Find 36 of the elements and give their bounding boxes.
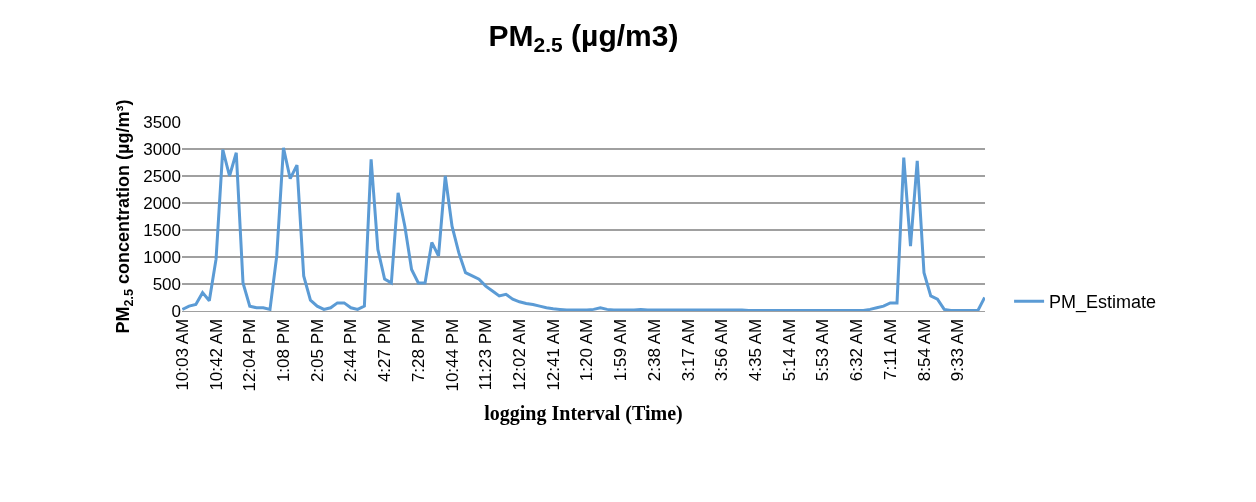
x-tick-label: 1:20 AM	[577, 318, 597, 382]
line-series	[182, 146, 985, 311]
x-tick-label: 5:14 AM	[779, 318, 799, 382]
y-tick-label: 1000	[143, 247, 181, 267]
x-tick-label: 9:33 AM	[948, 318, 968, 382]
y-tick-label: 500	[152, 274, 181, 294]
x-tick-label: 1:59 AM	[611, 318, 631, 382]
x-tick-label: 8:54 AM	[914, 318, 934, 382]
x-tick-label: 12:41 AM	[543, 318, 563, 391]
x-tick-label: 12:02 AM	[509, 318, 529, 391]
y-tick-label: 1500	[143, 220, 181, 240]
x-tick-label: 7:11 AM	[880, 318, 900, 380]
x-tick-label: 3:17 AM	[678, 318, 698, 382]
legend-label: PM_Estimate	[1049, 292, 1157, 314]
x-tick-label: 1:08 PM	[273, 318, 293, 383]
x-tick-label: 2:44 PM	[341, 318, 361, 383]
x-tick-label: 4:27 PM	[375, 318, 395, 383]
chart-title: PM$_{2.5}$ (µg/m3)	[488, 18, 679, 56]
x-tick-label: 12:04 PM	[240, 318, 260, 392]
y-tick-label: 3500	[143, 112, 181, 132]
x-tick-label: 7:28 PM	[408, 318, 428, 383]
y-tick-label: 2000	[143, 193, 181, 213]
x-tick-label: 2:05 PM	[307, 318, 327, 383]
x-tick-label: 6:32 AM	[847, 318, 867, 382]
x-tick-label: 11:23 PM	[476, 318, 496, 391]
x-axis-title: logging Interval (Time)	[484, 402, 683, 426]
x-tick-label: 10:42 AM	[206, 318, 226, 391]
x-tick-label: 2:38 AM	[644, 318, 664, 382]
y-tick-label: 0	[171, 301, 181, 321]
x-tick-label: 10:03 AM	[172, 318, 192, 391]
y-tick-label: 3000	[143, 139, 181, 159]
x-tick-label: 3:56 AM	[712, 318, 732, 382]
x-tick-label: 10:44 PM	[442, 318, 462, 392]
x-tick-label: 5:53 AM	[813, 318, 833, 382]
y-tick-label: 2500	[143, 166, 181, 186]
x-tick-label: 4:35 AM	[745, 318, 765, 382]
